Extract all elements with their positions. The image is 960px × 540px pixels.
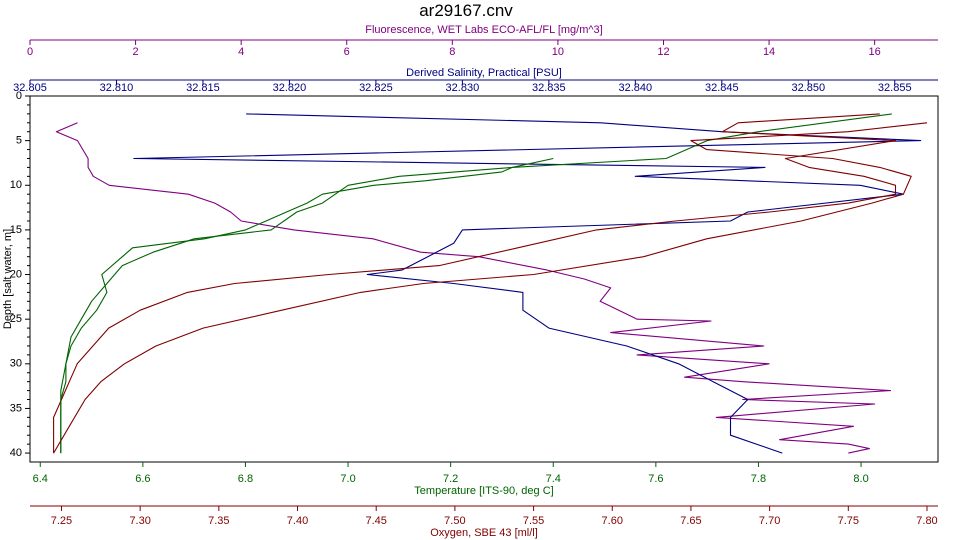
temperature-profile-line	[60, 157, 554, 454]
salinity-tick-label: 32.815	[186, 82, 220, 94]
salinity-profile-line	[133, 113, 922, 454]
chart-title: ar29167.cnv	[419, 1, 513, 20]
oxygen-axis-label: Oxygen, SBE 43 [ml/l]	[430, 527, 538, 539]
fluorescence-tick-label: 10	[552, 46, 564, 58]
salinity-axis-label: Derived Salinity, Practical [PSU]	[406, 67, 562, 79]
salinity-tick-label: 32.850	[791, 82, 825, 94]
fluorescence-tick-label: 4	[238, 46, 244, 58]
salinity-tick-label: 32.835	[532, 82, 566, 94]
fluorescence-profile-line	[55, 122, 892, 454]
depth-tick-label: 25	[10, 313, 22, 325]
oxygen-tick-label: 7.65	[680, 515, 701, 527]
fluorescence-axis-label: Fluorescence, WET Labs ECO-AFL/FL [mg/m^…	[365, 24, 602, 36]
oxygen-tick-label: 7.30	[129, 515, 150, 527]
fluorescence-tick-label: 6	[344, 46, 350, 58]
temperature-axis-label: Temperature [ITS-90, deg C]	[414, 485, 553, 497]
fluorescence-tick-label: 0	[27, 46, 33, 58]
depth-tick-label: 5	[16, 135, 22, 147]
temperature-tick-label: 7.6	[648, 473, 663, 485]
oxygen-tick-label: 7.70	[759, 515, 780, 527]
salinity-tick-label: 32.840	[619, 82, 653, 94]
depth-tick-label: 30	[10, 358, 22, 370]
salinity-axis: 32.805 32.810 32.815 32.820 32.825 32.830 32.8…	[13, 80, 912, 94]
temperature-tick-label: 7.2	[443, 473, 458, 485]
temperature-tick-label: 7.4	[546, 473, 561, 485]
depth-axis: 0 5 10 15 20 25 30 35 40	[10, 90, 30, 459]
plot-frame	[29, 95, 939, 463]
salinity-tick-label: 32.845	[705, 82, 739, 94]
temperature-tick-label: 7.0	[340, 473, 355, 485]
fluorescence-tick-label: 2	[133, 46, 139, 58]
depth-axis-label: Depth [salt water, m]	[2, 229, 14, 329]
oxygen-tick-label: 7.60	[602, 515, 623, 527]
oxygen-tick-label: 7.35	[208, 515, 229, 527]
temperature-tick-label: 6.4	[33, 473, 48, 485]
oxygen-axis: 7.25 7.30 7.35 7.40 7.45 7.50 7.55 7.60 7.65 7.70…	[51, 506, 938, 527]
fluorescence-tick-label: 16	[869, 46, 881, 58]
depth-tick-label: 0	[16, 90, 22, 102]
salinity-tick-label: 32.805	[13, 82, 47, 94]
salinity-tick-label: 32.810	[100, 82, 134, 94]
oxygen-tick-label: 7.40	[287, 515, 308, 527]
series-layer	[53, 113, 928, 454]
fluorescence-tick-label: 12	[657, 46, 669, 58]
temperature-tick-label: 6.8	[238, 473, 253, 485]
oxygen-profile-line	[53, 113, 897, 454]
depth-tick-label: 15	[10, 224, 22, 236]
temperature-profile-line	[60, 113, 892, 454]
oxygen-tick-label: 7.50	[444, 515, 465, 527]
salinity-tick-label: 32.825	[359, 82, 393, 94]
oxygen-tick-label: 7.45	[365, 515, 386, 527]
temperature-tick-label: 8.0	[853, 473, 868, 485]
depth-tick-label: 40	[10, 447, 22, 459]
oxygen-tick-label: 7.25	[51, 515, 72, 527]
temperature-tick-label: 6.6	[135, 473, 150, 485]
depth-tick-label: 35	[10, 402, 22, 414]
fluorescence-tick-label: 8	[449, 46, 455, 58]
temperature-axis: 6.4 6.6 6.8 7.0 7.2 7.4 7.6 7.8 8.0	[33, 462, 869, 485]
oxygen-tick-label: 7.80	[916, 515, 937, 527]
fluorescence-tick-label: 14	[763, 46, 775, 58]
depth-tick-label: 10	[10, 179, 22, 191]
salinity-tick-label: 32.830	[446, 82, 480, 94]
oxygen-tick-label: 7.75	[838, 515, 859, 527]
temperature-tick-label: 7.8	[751, 473, 766, 485]
fluorescence-axis: 0 2 4 6 8 10 12 14 16	[27, 40, 881, 58]
oxygen-profile-line	[53, 122, 928, 454]
salinity-tick-label: 32.855	[878, 82, 912, 94]
salinity-tick-label: 32.820	[273, 82, 307, 94]
depth-tick-label: 20	[10, 268, 22, 280]
oxygen-tick-label: 7.55	[523, 515, 544, 527]
